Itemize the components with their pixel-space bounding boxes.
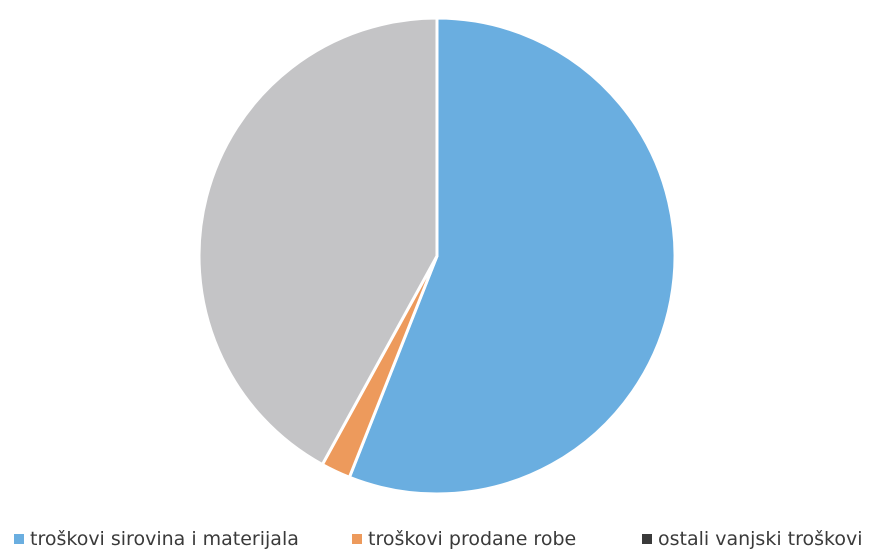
legend-swatch-icon bbox=[642, 534, 652, 544]
pie-chart-svg bbox=[197, 16, 677, 496]
legend-item-goods-sold: troškovi prodane robe bbox=[352, 528, 576, 550]
legend-item-other-external: ostali vanjski troškovi bbox=[642, 528, 862, 550]
legend-label: troškovi prodane robe bbox=[368, 528, 577, 550]
slice-other-external bbox=[197, 16, 439, 467]
legend-swatch-icon bbox=[14, 534, 24, 544]
legend-label: troškovi sirovina i materijala bbox=[30, 528, 299, 550]
slice-raw-materials bbox=[347, 16, 677, 496]
pie-chart bbox=[197, 16, 677, 496]
legend-label: ostali vanjski troškovi bbox=[658, 528, 863, 550]
legend-item-raw-materials: troškovi sirovina i materijala bbox=[14, 528, 299, 550]
legend: troškovi sirovina i materijala troškovi … bbox=[0, 528, 869, 558]
legend-swatch-icon bbox=[352, 534, 362, 544]
